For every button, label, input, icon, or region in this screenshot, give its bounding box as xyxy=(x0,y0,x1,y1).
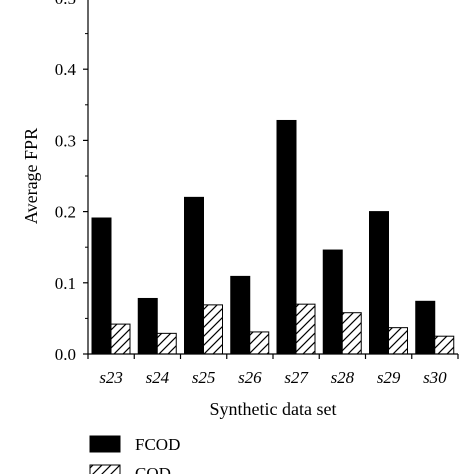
bar-fcod-s29 xyxy=(369,211,389,355)
y-tick-label: 0.1 xyxy=(55,274,76,293)
bar-cod-s24 xyxy=(156,332,177,355)
y-tick-label: 0.0 xyxy=(55,345,76,364)
legend-swatch-fcod xyxy=(89,435,121,453)
y-axis: 0.0 0.1 0.2 0.3 0.4 0.5 xyxy=(55,0,89,364)
y-tick-label: 0.4 xyxy=(55,60,77,79)
bar-fcod-s26 xyxy=(230,275,251,355)
bar-cod-s28 xyxy=(341,312,362,355)
y-tick-label: 0.5 xyxy=(55,0,76,8)
bar-fcod-s30 xyxy=(415,300,436,355)
y-axis-title: Average FPR xyxy=(21,128,41,224)
x-tick-label-s27: s27 xyxy=(284,368,309,387)
bar-cod-s29 xyxy=(388,327,408,355)
bar-cod-s26 xyxy=(249,331,270,355)
bar-cod-s23 xyxy=(110,323,131,355)
x-tick-label-s24: s24 xyxy=(146,368,170,387)
x-axis: s23 s24 s25 s26 s27 s28 s29 s30 xyxy=(87,353,459,387)
bar-cod-s27 xyxy=(295,303,316,355)
x-tick-label-s25: s25 xyxy=(192,368,216,387)
bar-fcod-s24 xyxy=(137,297,158,355)
x-tick-label-s23: s23 xyxy=(99,368,123,387)
legend-label-fcod: FCOD xyxy=(135,435,180,454)
legend: FCOD COD xyxy=(89,435,180,474)
x-tick-label-s28: s28 xyxy=(331,368,355,387)
x-tick-label-s29: s29 xyxy=(377,368,401,387)
bar-cod-s30 xyxy=(434,335,455,355)
legend-swatch-cod xyxy=(89,464,121,474)
plot-area xyxy=(91,119,455,355)
x-tick-label-s26: s26 xyxy=(238,368,262,387)
y-tick-label: 0.2 xyxy=(55,203,76,222)
bar-fcod-s28 xyxy=(322,249,343,355)
x-axis-title: Synthetic data set xyxy=(210,399,337,419)
bar-fcod-s25 xyxy=(184,196,204,355)
bar-cod-s25 xyxy=(203,304,223,355)
bar-fcod-s23 xyxy=(91,217,112,355)
y-tick-label: 0.3 xyxy=(55,131,76,150)
legend-label-cod: COD xyxy=(135,464,171,474)
x-tick-label-s30: s30 xyxy=(423,368,447,387)
bar-fcod-s27 xyxy=(276,119,297,355)
